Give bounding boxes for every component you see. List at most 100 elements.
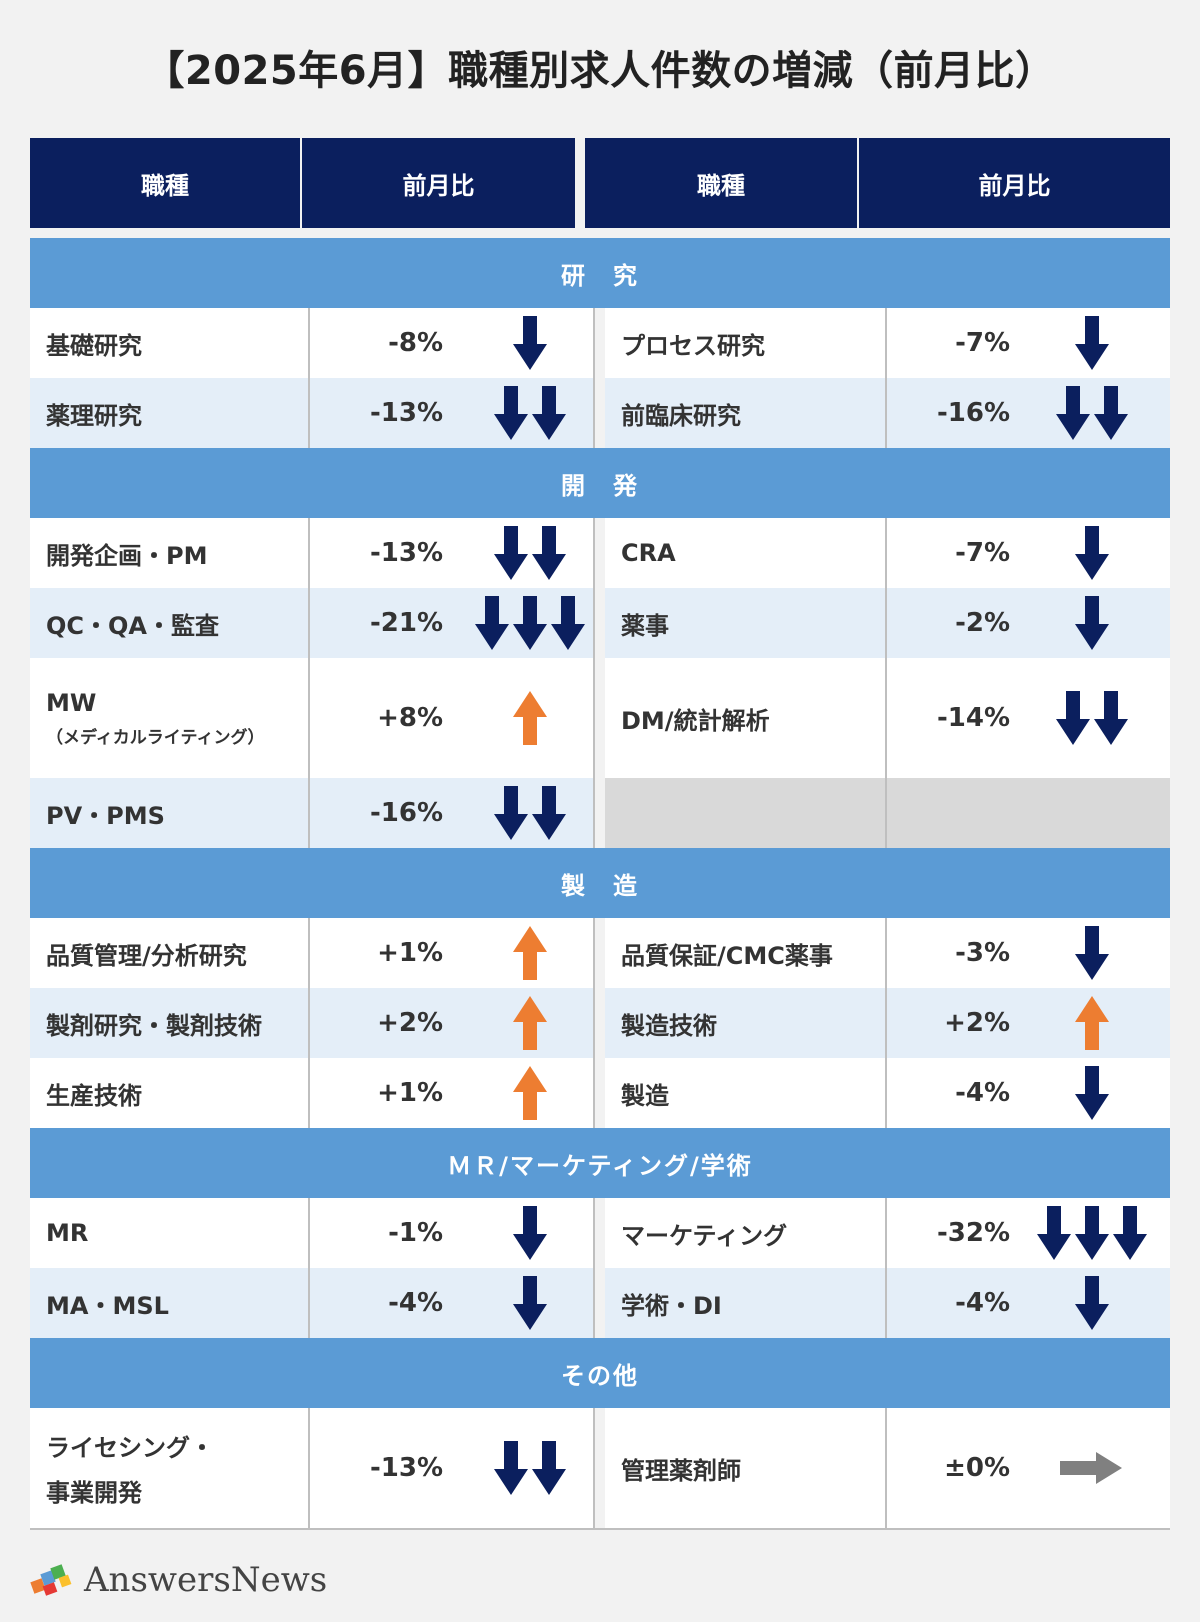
job-name: MR <box>46 1219 89 1247</box>
header-ratio-right: 前月比 <box>859 138 1170 228</box>
down-arrow-icon <box>532 526 566 580</box>
ratio-cell: -13% <box>310 518 593 588</box>
table-row: 品質管理/分析研究 +1% 品質保証/CMC薬事 -3% <box>30 918 1170 988</box>
ratio-value: -32% <box>936 1218 1010 1248</box>
job-name: ライセシング・ <box>46 1434 214 1462</box>
ratio-cell: -7% <box>887 518 1170 588</box>
ratio-value: -4% <box>388 1288 443 1318</box>
ratio-value: +1% <box>377 938 443 968</box>
trend-arrows <box>470 1441 590 1495</box>
down-arrow-icon <box>494 526 528 580</box>
job-entry: 学術・DI -4% <box>605 1268 1170 1338</box>
down-arrow-icon <box>1075 526 1109 580</box>
trend-arrows <box>1032 691 1152 745</box>
header-job-right: 職種 <box>585 138 857 228</box>
table-row: PV・PMS -16% <box>30 778 1170 848</box>
job-name: 開発企画・PM <box>46 541 208 570</box>
answersnews-logo: AnswersNews <box>30 1560 327 1600</box>
down-arrow-icon <box>494 386 528 440</box>
down-arrow-icon <box>475 596 509 650</box>
job-name-cell: プロセス研究 <box>605 308 887 378</box>
ratio-value: -2% <box>955 608 1010 638</box>
job-entry: ライセシング・ 事業開発 -13% <box>30 1408 595 1528</box>
empty-name-cell <box>605 778 887 848</box>
table-row: MA・MSL -4% 学術・DI -4% <box>30 1268 1170 1338</box>
trend-arrows <box>470 526 590 580</box>
table-row: 生産技術 +1% 製造 -4% <box>30 1058 1170 1128</box>
ratio-cell: +8% <box>310 658 593 778</box>
ratio-cell: -14% <box>887 658 1170 778</box>
job-name-sub: （メディカルライティング） <box>46 727 265 748</box>
job-entry: 製剤研究・製剤技術 +2% <box>30 988 595 1058</box>
job-name: QC・QA・監査 <box>46 611 219 640</box>
down-arrow-icon <box>551 596 585 650</box>
ratio-value: -21% <box>369 608 443 638</box>
ratio-value: -4% <box>955 1288 1010 1318</box>
trend-arrows <box>470 926 590 980</box>
ratio-cell: ±0% <box>887 1408 1170 1528</box>
job-name: 管理薬剤師 <box>621 1456 741 1485</box>
job-name-cell: 品質保証/CMC薬事 <box>605 918 887 988</box>
down-arrow-icon <box>1037 1206 1071 1260</box>
trend-arrows <box>1032 526 1152 580</box>
ratio-value: -14% <box>936 703 1010 733</box>
down-arrow-icon <box>1094 691 1128 745</box>
trend-arrows <box>470 316 590 370</box>
trend-arrows <box>470 786 590 840</box>
ratio-value: -16% <box>936 398 1010 428</box>
trend-arrows <box>1032 926 1152 980</box>
job-name-cell: MW （メディカルライティング） <box>30 658 310 778</box>
down-arrow-icon <box>494 1441 528 1495</box>
puzzle-logo-icon <box>30 1564 72 1596</box>
table-row: QC・QA・監査 -21% 薬事 -2% <box>30 588 1170 658</box>
ratio-cell: -1% <box>310 1198 593 1268</box>
ratio-value: -1% <box>388 1218 443 1248</box>
ratio-cell: -32% <box>887 1198 1170 1268</box>
down-arrow-icon <box>513 1206 547 1260</box>
down-arrow-icon <box>513 596 547 650</box>
up-arrow-icon <box>513 1066 547 1120</box>
trend-arrows <box>470 1206 590 1260</box>
ratio-value: -13% <box>369 1453 443 1483</box>
down-arrow-icon <box>1075 1206 1109 1260</box>
job-entry: QC・QA・監査 -21% <box>30 588 595 658</box>
job-name-cell: 製造 <box>605 1058 887 1128</box>
section-header: その他 <box>30 1338 1170 1408</box>
empty-cell <box>605 778 1170 848</box>
trend-arrows <box>470 386 590 440</box>
job-name-cell: 基礎研究 <box>30 308 310 378</box>
job-name-cell: MA・MSL <box>30 1268 310 1338</box>
job-name-cell: マーケティング <box>605 1198 887 1268</box>
ratio-cell: -3% <box>887 918 1170 988</box>
down-arrow-icon <box>532 786 566 840</box>
ratio-cell: -4% <box>310 1268 593 1338</box>
down-arrow-icon <box>1075 1066 1109 1120</box>
page-title: 【2025年6月】職種別求人件数の増減（前月比） <box>144 48 1056 94</box>
up-arrow-icon <box>1075 996 1109 1050</box>
ratio-cell: +1% <box>310 918 593 988</box>
trend-arrows <box>1032 316 1152 370</box>
down-arrow-icon <box>1075 596 1109 650</box>
ratio-value: -13% <box>369 538 443 568</box>
job-entry: 前臨床研究 -16% <box>605 378 1170 448</box>
ratio-value: -16% <box>369 798 443 828</box>
job-name-cell: 製造技術 <box>605 988 887 1058</box>
job-entry: 製造技術 +2% <box>605 988 1170 1058</box>
job-entry: プロセス研究 -7% <box>605 308 1170 378</box>
job-name: 薬事 <box>621 611 669 640</box>
down-arrow-icon <box>1075 316 1109 370</box>
down-arrow-icon <box>532 1441 566 1495</box>
job-entry: 開発企画・PM -13% <box>30 518 595 588</box>
ratio-cell: -4% <box>887 1268 1170 1338</box>
down-arrow-icon <box>1075 926 1109 980</box>
ratio-cell: -21% <box>310 588 593 658</box>
ratio-cell: +2% <box>887 988 1170 1058</box>
table-bottom-border <box>30 1528 1170 1530</box>
job-name: 前臨床研究 <box>621 401 741 430</box>
job-name-cell: 薬事 <box>605 588 887 658</box>
trend-arrows <box>470 1066 590 1120</box>
job-name: 製造 <box>621 1081 669 1110</box>
down-arrow-icon <box>532 386 566 440</box>
job-entry: MR -1% <box>30 1198 595 1268</box>
header-job-left: 職種 <box>30 138 300 228</box>
